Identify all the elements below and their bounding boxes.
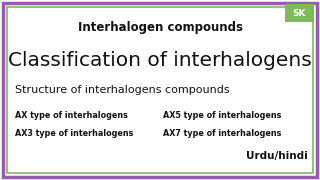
Text: Structure of interhalogens compounds: Structure of interhalogens compounds [15, 85, 230, 95]
Text: Urdu/hindi: Urdu/hindi [246, 151, 308, 161]
Text: AX7 type of interhalogens: AX7 type of interhalogens [163, 129, 281, 138]
Bar [285, 4, 314, 22]
Text: SK: SK [293, 8, 306, 17]
Text: AX type of interhalogens: AX type of interhalogens [15, 111, 128, 120]
Text: AX3 type of interhalogens: AX3 type of interhalogens [15, 129, 133, 138]
Text: Interhalogen compounds: Interhalogen compounds [77, 21, 243, 35]
Text: AX5 type of interhalogens: AX5 type of interhalogens [163, 111, 281, 120]
Text: Classification of interhalogens: Classification of interhalogens [8, 51, 312, 69]
